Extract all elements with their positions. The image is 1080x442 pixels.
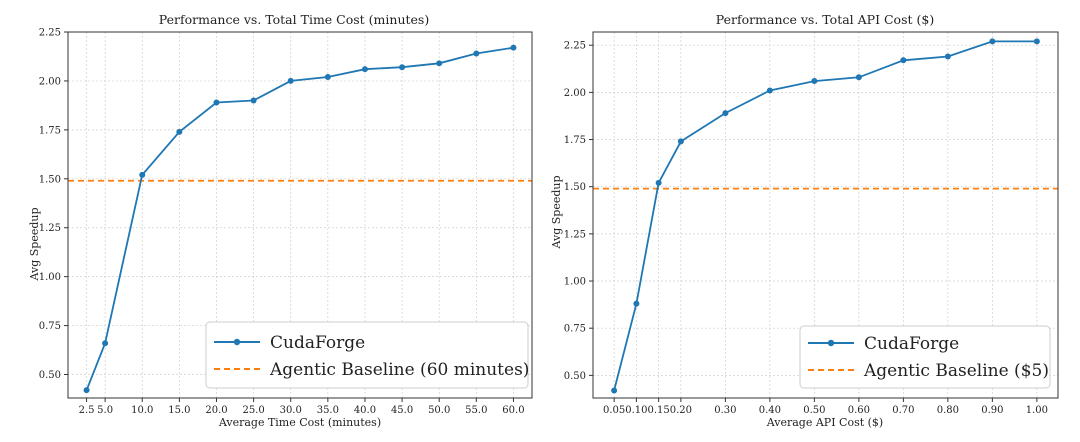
data-point (324, 74, 331, 81)
data-point (722, 110, 729, 117)
series-layer (611, 38, 1040, 394)
x-tick-label: 15.0 (168, 405, 190, 416)
data-point (436, 60, 443, 67)
data-point (855, 74, 862, 81)
data-point (287, 77, 294, 84)
x-tick-label: 0.70 (892, 405, 914, 416)
x-tick-label: 0.05 (603, 405, 625, 416)
chart-api-cost: Performance vs. Total API Cost ($) Avera… (550, 12, 1059, 429)
y-axis-label: Avg Speedup (550, 175, 563, 249)
x-tick-label: 2.5 (79, 405, 95, 416)
y-tick-label: 1.75 (564, 135, 586, 146)
plot-frame (67, 31, 533, 399)
x-tick-label: 50.0 (428, 405, 450, 416)
legend: CudaForge Agentic Baseline ($5) (799, 325, 1051, 389)
ticks: 0.50 0.75 1.00 1.25 1.50 1.75 2.00 2.25 0.05 0.10… (564, 41, 1048, 416)
x-tick-label: 0.90 (981, 405, 1003, 416)
x-tick-label: 60.0 (502, 405, 524, 416)
legend-baseline-label: Agentic Baseline (60 minutes) (269, 360, 529, 380)
x-tick-label: 0.40 (759, 405, 781, 416)
y-tick-label: 1.50 (564, 182, 586, 193)
plot-frame (592, 31, 1059, 399)
x-tick-label: 40.0 (354, 405, 376, 416)
data-point (811, 78, 818, 85)
y-tick-label: 2.25 (39, 28, 61, 39)
y-tick-label: 0.50 (564, 371, 586, 382)
x-tick-label: 0.10 (625, 405, 647, 416)
x-tick-label: 5.0 (97, 405, 113, 416)
series-layer (83, 44, 517, 394)
y-tick-label: 2.25 (564, 41, 586, 52)
x-axis-label: Average API Cost ($) (766, 416, 883, 429)
x-tick-label: 0.20 (670, 405, 692, 416)
chart-title: Performance vs. Total API Cost ($) (716, 12, 934, 27)
x-tick-label: 1.00 (1026, 405, 1048, 416)
chart-title: Performance vs. Total Time Cost (minutes… (159, 12, 429, 27)
legend-series-label: CudaForge (270, 333, 365, 353)
data-point (83, 387, 90, 394)
data-point (989, 38, 996, 45)
y-tick-label: 0.50 (39, 370, 61, 381)
legend-baseline-label: Agentic Baseline ($5) (863, 361, 1049, 381)
legend: CudaForge Agentic Baseline (60 minutes) (205, 321, 529, 389)
data-point (677, 138, 684, 145)
y-tick-label: 1.00 (564, 277, 586, 288)
x-tick-label: 20.0 (205, 405, 227, 416)
data-point (473, 50, 480, 57)
x-tick-label: 0.60 (848, 405, 870, 416)
data-point (766, 87, 773, 94)
y-tick-label: 0.75 (564, 324, 586, 335)
x-tick-label: 0.15 (648, 405, 670, 416)
x-tick-label: 35.0 (317, 405, 339, 416)
y-tick-label: 1.00 (39, 272, 61, 283)
legend-series-label: CudaForge (864, 334, 959, 354)
data-point (250, 97, 257, 104)
y-tick-label: 1.50 (39, 174, 61, 185)
series-line (613, 40, 1037, 391)
y-tick-label: 1.25 (564, 229, 586, 240)
legend-box (799, 325, 1051, 389)
x-tick-label: 45.0 (391, 405, 413, 416)
data-point (655, 179, 662, 186)
data-point (900, 57, 907, 64)
x-tick-label: 0.80 (937, 405, 959, 416)
y-tick-label: 2.00 (39, 76, 61, 87)
x-tick-label: 0.30 (714, 405, 736, 416)
data-point (633, 300, 640, 307)
data-point (399, 64, 406, 71)
x-axis-label: Average Time Cost (minutes) (218, 416, 381, 429)
x-tick-label: 30.0 (280, 405, 302, 416)
y-axis-label: Avg Speedup (28, 207, 41, 281)
y-tick-label: 0.75 (39, 321, 61, 332)
y-tick-label: 2.00 (564, 88, 586, 99)
data-point (1033, 38, 1040, 45)
x-tick-label: 0.50 (803, 405, 825, 416)
x-tick-label: 55.0 (465, 405, 487, 416)
y-tick-label: 1.25 (39, 223, 61, 234)
data-point (139, 171, 146, 178)
x-tick-label: 10.0 (131, 405, 153, 416)
data-point (944, 53, 951, 60)
legend-box (205, 321, 529, 389)
y-tick-label: 1.75 (39, 125, 61, 136)
data-point (611, 387, 618, 394)
ticks: 0.50 0.75 1.00 1.25 1.50 1.75 2.00 2.25 2.5 5.0 10… (39, 28, 525, 417)
data-point (176, 128, 183, 135)
data-point (102, 340, 109, 347)
legend-series-marker (233, 338, 241, 346)
chart-time-cost: Performance vs. Total Time Cost (minutes… (28, 12, 533, 429)
data-point (510, 44, 517, 51)
x-tick-label: 25.0 (242, 405, 264, 416)
legend-series-marker (827, 339, 835, 347)
data-point (361, 66, 368, 73)
data-point (213, 99, 220, 106)
